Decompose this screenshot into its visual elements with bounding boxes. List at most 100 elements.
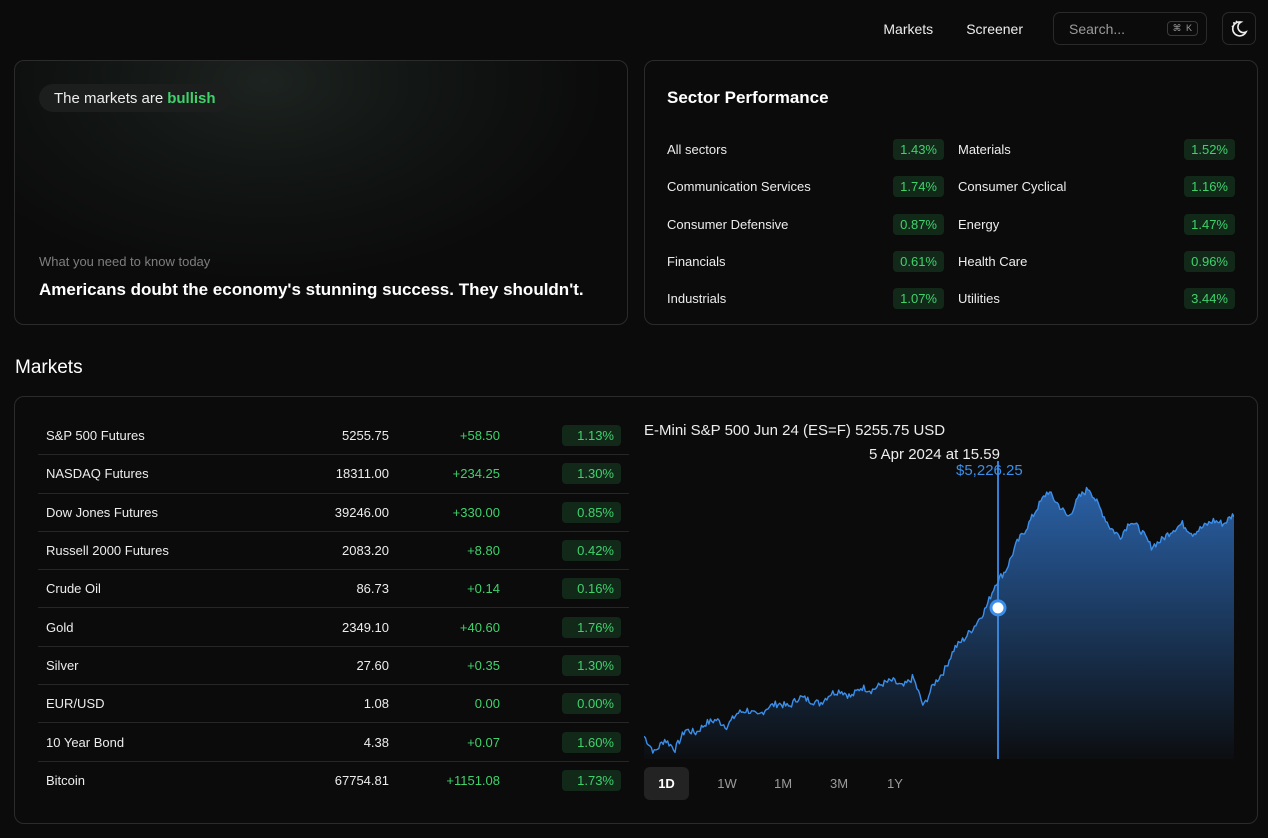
chart-area-fill [644,487,1234,759]
market-price: 67754.81 [334,773,389,789]
sector-row[interactable]: Energy 1.47% [958,206,1235,243]
chart-title: E-Mini S&P 500 Jun 24 (ES=F) 5255.75 USD [644,422,946,439]
nav-markets-link[interactable]: Markets [883,20,934,37]
sector-name: Industrials [667,291,727,307]
market-row[interactable]: Gold 2349.10 +40.60 1.76% [38,608,629,647]
sector-change-badge: 1.07% [893,288,944,310]
sector-change-badge: 1.16% [1184,176,1235,198]
theme-toggle-button[interactable] [1222,12,1256,45]
market-price: 4.38 [363,734,389,750]
sector-name: Consumer Cyclical [958,179,1067,195]
sector-row[interactable]: Consumer Cyclical 1.16% [958,168,1235,205]
market-name: 10 Year Bond [46,734,125,750]
sector-change-badge: 1.43% [893,139,944,161]
sentiment-value: bullish [167,89,216,107]
sector-column-right: Materials 1.52% Consumer Cyclical 1.16% En… [958,131,1235,317]
market-name: NASDAQ Futures [46,466,149,482]
market-row[interactable]: S&P 500 Futures 5255.75 +58.50 1.13% [38,417,629,456]
market-row[interactable]: Silver 27.60 +0.35 1.30% [38,647,629,686]
sector-change-badge: 0.87% [893,213,944,235]
sector-row[interactable]: Financials 0.61% [667,243,944,280]
market-change: +0.35 [467,657,500,673]
market-change-badge: 1.30% [562,463,621,485]
market-price: 86.73 [356,581,389,597]
range-1m-button[interactable]: 1M [773,776,793,791]
sector-row[interactable]: Communication Services 1.74% [667,168,944,205]
market-name: Dow Jones Futures [46,504,158,520]
sector-name: All sectors [667,142,727,158]
sector-name: Materials [958,142,1011,158]
sector-performance-title: Sector Performance [667,88,829,107]
market-price: 1.08 [363,696,389,712]
sector-name: Utilities [958,291,1000,307]
market-price: 27.60 [356,657,389,673]
market-name: Crude Oil [46,581,101,597]
sector-name: Consumer Defensive [667,216,789,232]
market-name: Silver [46,657,79,673]
sector-change-badge: 0.96% [1184,251,1235,273]
sector-row[interactable]: Utilities 3.44% [958,280,1235,317]
sector-change-badge: 1.47% [1184,213,1235,235]
market-name: Gold [46,619,74,635]
sentiment-pill: The markets are bullish [39,84,231,112]
sector-performance-card: Sector Performance All sectors 1.43% Comm… [644,60,1258,325]
sector-column-left: All sectors 1.43% Communication Services 1… [667,131,944,317]
chart-hover-price: $5,226.25 [956,462,1023,479]
news-headline[interactable]: Americans doubt the economy's stunning s… [39,280,584,299]
markets-section-title: Markets [15,357,83,378]
sector-name: Energy [958,216,1000,232]
market-sentiment-card: The markets are bullish What you need to… [14,60,628,325]
market-change: +58.50 [459,428,500,444]
sentiment-prefix: The markets are [54,89,164,107]
search-placeholder: Search... [1069,20,1126,37]
market-change-badge: 0.00% [562,693,621,715]
market-row[interactable]: Crude Oil 86.73 +0.14 0.16% [38,570,629,609]
market-row[interactable]: Russell 2000 Futures 2083.20 +8.80 0.42% [38,532,629,571]
market-change-badge: 0.16% [562,578,621,600]
market-change: +40.60 [459,619,500,635]
market-change-badge: 1.73% [562,770,621,792]
market-change: +0.07 [467,734,500,750]
sector-name: Health Care [958,254,1028,270]
range-3m-button[interactable]: 3M [829,776,849,791]
sector-row[interactable]: Health Care 0.96% [958,243,1235,280]
range-1w-button[interactable]: 1W [717,776,737,791]
market-change-badge: 0.42% [562,540,621,562]
search-input[interactable]: Search... ⌘ K [1053,12,1207,45]
sector-row[interactable]: Consumer Defensive 0.87% [667,206,944,243]
nav-screener-link[interactable]: Screener [966,20,1023,37]
range-1d-button[interactable]: 1D [644,767,689,800]
market-row[interactable]: NASDAQ Futures 18311.00 +234.25 1.30% [38,455,629,494]
chart-hover-marker [989,599,1007,617]
market-price: 18311.00 [335,466,389,482]
market-row[interactable]: Dow Jones Futures 39246.00 +330.00 0.85% [38,494,629,532]
market-name: Bitcoin [46,773,86,789]
sector-change-badge: 0.61% [893,251,944,273]
market-price: 2349.10 [342,619,389,635]
market-price: 5255.75 [342,428,389,444]
sector-row[interactable]: All sectors 1.43% [667,131,944,168]
chart-series-line [644,486,1234,754]
sector-row[interactable]: Industrials 1.07% [667,280,944,317]
sector-row[interactable]: Materials 1.52% [958,131,1235,168]
market-change: +330.00 [452,504,500,520]
market-row[interactable]: 10 Year Bond 4.38 +0.07 1.60% [38,723,629,762]
market-name: EUR/USD [46,696,105,712]
market-change-badge: 1.30% [562,654,621,676]
market-change-badge: 1.76% [562,616,621,638]
range-1y-button[interactable]: 1Y [887,776,903,791]
market-name: S&P 500 Futures [46,428,145,444]
markets-card: S&P 500 Futures 5255.75 +58.50 1.13% NASDAQ… [14,396,1258,824]
markets-table: S&P 500 Futures 5255.75 +58.50 1.13% NASDAQ… [38,417,629,800]
search-shortcut-badge: ⌘ K [1167,21,1198,36]
market-price: 2083.20 [342,543,389,559]
market-change: +234.25 [452,466,500,482]
sector-name: Communication Services [667,179,811,195]
top-nav: Markets Screener Search... ⌘ K [883,12,1256,45]
market-row[interactable]: Bitcoin 67754.81 +1151.08 1.73% [38,762,629,800]
price-chart[interactable] [644,457,1234,765]
market-row[interactable]: EUR/USD 1.08 0.00 0.00% [38,685,629,724]
sector-change-badge: 3.44% [1184,288,1235,310]
chart-hover-date: 5 Apr 2024 at 15.59 [869,446,1000,463]
market-price: 39246.00 [334,504,389,520]
